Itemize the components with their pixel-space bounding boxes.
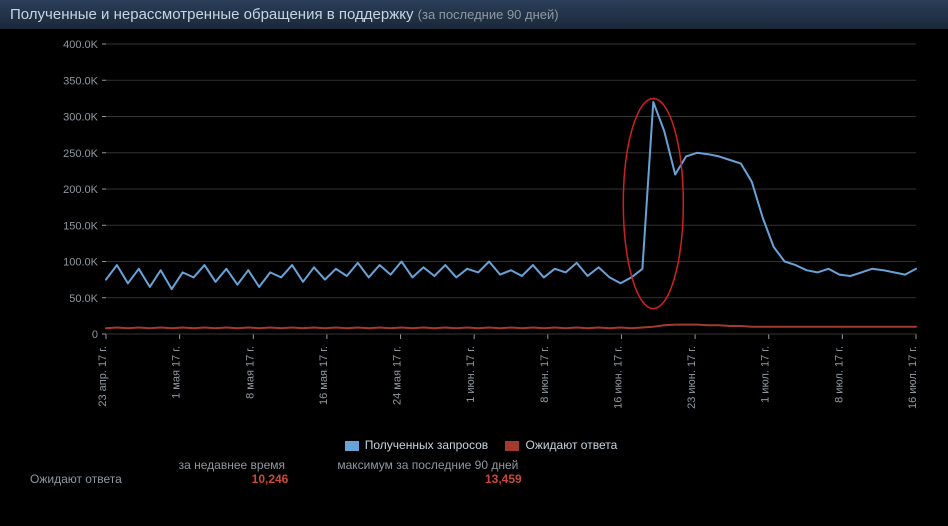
legend-label-received: Полученных запросов xyxy=(365,438,488,452)
svg-text:1 мая 17 г.: 1 мая 17 г. xyxy=(171,346,183,399)
svg-text:300.0K: 300.0K xyxy=(63,112,99,124)
svg-text:23 апр. 17 г.: 23 апр. 17 г. xyxy=(97,346,109,407)
svg-text:350.0K: 350.0K xyxy=(63,75,99,87)
chart-legend: Полученных запросов Ожидают ответа xyxy=(0,434,948,458)
header-subtitle: (за последние 90 дней) xyxy=(418,7,559,22)
svg-text:23 июн. 17 г.: 23 июн. 17 г. xyxy=(686,346,698,409)
stats-max-value: 13,459 xyxy=(302,472,522,486)
svg-text:8 июл. 17 г.: 8 июл. 17 г. xyxy=(833,346,845,403)
svg-text:16 мая 17 г.: 16 мая 17 г. xyxy=(318,346,330,405)
stats-recent-value: 10,246 xyxy=(128,472,288,486)
svg-text:8 мая 17 г.: 8 мая 17 г. xyxy=(244,346,256,399)
chart-container: 0 50.0K 100.0K 150.0K 200.0K 250.0K 300.0K 350.… xyxy=(6,34,942,434)
legend-swatch-pending xyxy=(505,441,519,451)
svg-text:1 июл. 17 г.: 1 июл. 17 г. xyxy=(760,346,772,403)
svg-text:16 июл. 17 г.: 16 июл. 17 г. xyxy=(907,346,919,409)
stats-values: Ожидают ответа 10,246 13,459 xyxy=(30,472,948,486)
support-requests-chart: 0 50.0K 100.0K 150.0K 200.0K 250.0K 300.0K 350.… xyxy=(6,34,936,434)
legend-label-pending: Ожидают ответа xyxy=(525,438,617,452)
legend-swatch-received xyxy=(345,441,359,451)
panel-header: Полученные и нерассмотренные обращения в… xyxy=(0,0,948,30)
svg-text:0: 0 xyxy=(92,329,98,341)
header-title: Полученные и нерассмотренные обращения в… xyxy=(10,6,413,23)
svg-text:24 мая 17 г.: 24 мая 17 г. xyxy=(392,346,404,405)
stats-headers: за недавнее время максимум за последние … xyxy=(30,458,948,472)
svg-text:1 июн. 17 г.: 1 июн. 17 г. xyxy=(465,346,477,403)
svg-text:150.0K: 150.0K xyxy=(63,220,99,232)
svg-text:400.0K: 400.0K xyxy=(63,39,99,51)
svg-text:100.0K: 100.0K xyxy=(63,257,99,269)
stats-block: за недавнее время максимум за последние … xyxy=(0,458,948,486)
svg-text:16 июн. 17 г.: 16 июн. 17 г. xyxy=(612,346,624,409)
root: Полученные и нерассмотренные обращения в… xyxy=(0,0,948,526)
svg-text:50.0K: 50.0K xyxy=(69,293,98,305)
stats-header-recent: за недавнее время xyxy=(125,458,285,472)
stats-row-label: Ожидают ответа xyxy=(30,472,125,486)
svg-text:8 июн. 17 г.: 8 июн. 17 г. xyxy=(539,346,551,403)
svg-text:200.0K: 200.0K xyxy=(63,184,99,196)
svg-text:250.0K: 250.0K xyxy=(63,148,99,160)
stats-header-max: максимум за последние 90 дней xyxy=(298,458,518,472)
